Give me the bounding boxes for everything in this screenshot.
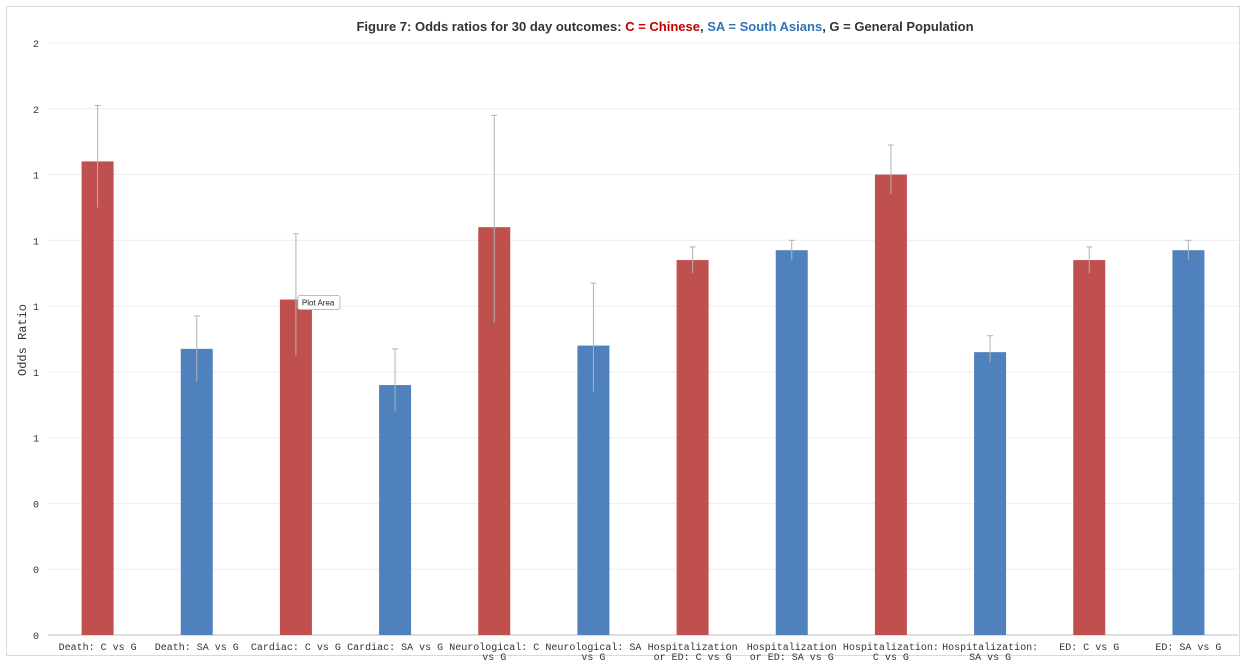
x-tick-label-line: SA vs G (969, 653, 1011, 662)
title-part: SA = South Asians (707, 19, 822, 34)
x-tick-label-line: Neurological: C (449, 642, 539, 654)
bar (874, 174, 907, 636)
x-tick-label-line: Hospitalization (648, 642, 738, 654)
bar (577, 345, 610, 635)
plot-area-tooltip: Plot Area (297, 295, 341, 311)
x-tick-label-line: ED: C vs G (1059, 643, 1119, 654)
y-tick-label: 1 (33, 369, 39, 380)
y-tick-label: 0 (33, 632, 39, 643)
x-tick-label: Hospitalization: SA vs G (942, 642, 1038, 662)
y-tick-label: 1 (33, 237, 39, 248)
x-tick-label-line: Death: SA vs G (155, 642, 239, 654)
x-tick-label-line: C vs G (873, 653, 909, 662)
title-part: , (700, 19, 707, 34)
y-tick-label: 0 (33, 566, 39, 577)
y-tick-label: 1 (33, 435, 39, 446)
x-tick-label: Hospitalization or ED: C vs G (648, 642, 738, 662)
bar (775, 250, 808, 635)
gridlines (48, 42, 1238, 636)
x-tick-label-line: Death: C vs G (59, 642, 137, 654)
x-tick-label-line: Hospitalization: (843, 642, 939, 654)
bar (1172, 250, 1205, 635)
x-tick-label: Death: SA vs G (155, 642, 239, 654)
y-tick-label: 0 (33, 500, 39, 511)
bar (180, 348, 213, 635)
x-tick-label: Hospitalization or ED: SA vs G (747, 642, 837, 662)
bar (1073, 260, 1106, 635)
title-part: , G = General Population (822, 19, 973, 34)
tooltip-box (297, 295, 341, 311)
x-tick-label-line: Cardiac: SA vs G (347, 642, 443, 654)
x-tick-label-line: ED: SA vs G (1155, 643, 1221, 654)
x-tick-label: Hospitalization: C vs G (843, 642, 939, 662)
x-tick-label-line: vs G (581, 653, 605, 662)
x-tick-label-line: vs G (482, 653, 506, 662)
x-tick-label-line: Hospitalization (747, 642, 837, 654)
y-tick-label: 1 (33, 172, 39, 183)
error-bars (94, 104, 1192, 412)
x-tick-label: Cardiac: C vs G (251, 642, 341, 654)
y-axis-ticks: 0 0 0 1 1 1 1 1 2 2 (33, 40, 39, 643)
x-tick-label-line: Cardiac: C vs G (251, 642, 341, 654)
bar (676, 260, 709, 635)
title-part: Figure 7: Odds ratios for 30 day outcome… (356, 19, 625, 34)
x-tick-label: Cardiac: SA vs G (347, 642, 443, 654)
bar (974, 352, 1007, 635)
chart-title: Figure 7: Odds ratios for 30 day outcome… (356, 19, 973, 34)
bar (379, 385, 412, 635)
x-axis-ticks: Death: C vs G Death: SA vs G Cardiac: C vs… (59, 642, 1222, 662)
bars (81, 161, 1205, 636)
x-tick-label-line: or ED: C vs G (654, 653, 732, 662)
y-tick-label: 1 (33, 303, 39, 314)
x-tick-label: Neurological: SA vs G (545, 642, 641, 662)
x-tick-label-line: or ED: SA vs G (750, 653, 834, 662)
x-tick-label: Death: C vs G (59, 642, 137, 654)
x-tick-label: ED: SA vs G (1155, 643, 1221, 654)
tooltip-text: Plot Area (302, 299, 335, 308)
y-tick-label: 2 (33, 40, 39, 51)
x-tick-label-line: Hospitalization: (942, 642, 1038, 654)
y-axis-label: Odds Ratio (16, 304, 30, 376)
bar (81, 161, 114, 635)
x-tick-label: ED: C vs G (1059, 643, 1119, 654)
y-tick-label: 2 (33, 106, 39, 117)
x-tick-label-line: Neurological: SA (545, 642, 641, 654)
title-part: C = Chinese (625, 19, 700, 34)
